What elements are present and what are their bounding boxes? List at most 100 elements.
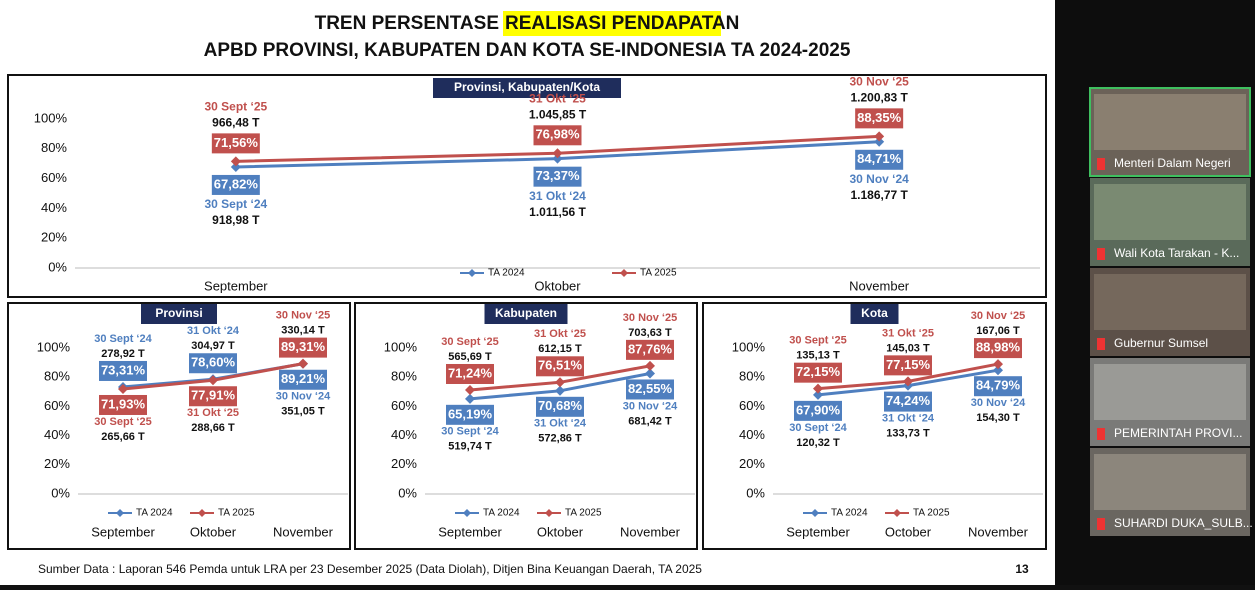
mic-off-icon [1097, 518, 1105, 530]
chart-frame [354, 302, 698, 550]
value-label-bg [536, 396, 584, 417]
value-label: 74,24% [886, 393, 931, 408]
value-label: 87,76% [628, 341, 673, 356]
value-label: 77,15% [886, 357, 931, 372]
x-tick-label: November [620, 524, 681, 539]
period-label: 31 Okt ‘24 [534, 418, 587, 430]
slide-title: TREN PERSENTASE [315, 13, 499, 34]
y-tick-label: 80% [739, 369, 765, 384]
amount-label: 612,15 T [538, 343, 582, 355]
legend-label: TA 2025 [913, 508, 950, 519]
x-tick-label: October [885, 524, 932, 539]
period-label: 30 Nov ‘24 [849, 172, 909, 186]
point-marker [552, 148, 563, 159]
legend-label: TA 2025 [640, 268, 677, 279]
period-label: 30 Sept ‘25 [204, 100, 267, 114]
value-label-bg [794, 362, 842, 383]
point-marker [552, 153, 563, 164]
chart-title: Kabupaten [495, 306, 557, 320]
period-label: 30 Nov ‘24 [971, 397, 1026, 409]
chart-frame [7, 74, 1047, 298]
y-tick-label: 60% [391, 398, 417, 413]
value-label: 78,60% [191, 355, 236, 370]
point-marker [555, 385, 565, 396]
period-label: 30 Sept ‘24 [94, 333, 152, 345]
legend-label: TA 2024 [488, 268, 525, 279]
value-label-bg [533, 166, 582, 187]
amount-label: 565,69 T [448, 351, 492, 363]
y-tick-label: 40% [739, 427, 765, 442]
value-label-bg [211, 174, 260, 195]
page-number: 13 [1015, 562, 1029, 576]
y-tick-label: 20% [41, 230, 67, 245]
y-tick-label: 0% [48, 259, 67, 274]
value-label: 77,91% [191, 388, 236, 403]
amount-label: 1.045,85 T [529, 107, 587, 121]
participant-name: Wali Kota Tarakan - K... [1114, 246, 1239, 260]
participant-name: PEMERINTAH PROVI... [1114, 426, 1242, 440]
y-tick-label: 0% [746, 485, 765, 500]
amount-label: 154,30 T [976, 412, 1020, 424]
period-label: 31 Okt ‘24 [187, 325, 240, 337]
amount-label: 1.186,77 T [850, 188, 908, 202]
point-marker [813, 389, 823, 400]
period-label: 30 Sept ‘24 [204, 197, 267, 211]
value-label: 72,15% [796, 364, 841, 379]
participant-scene [1094, 94, 1246, 150]
x-tick-label: November [273, 524, 334, 539]
participant-scene [1094, 364, 1246, 420]
period-label: 30 Nov ‘25 [849, 75, 909, 89]
value-label-bg [189, 353, 237, 374]
value-label-bg [855, 149, 904, 170]
value-label: 84,79% [976, 378, 1021, 393]
point-marker [874, 131, 885, 142]
amount-label: 918,98 T [212, 213, 260, 227]
amount-label: 1.200,83 T [850, 91, 908, 105]
amount-label: 572,86 T [538, 433, 582, 445]
point-marker [230, 161, 241, 172]
point-marker [645, 368, 655, 379]
legend-marker [620, 269, 628, 277]
amount-label: 519,74 T [448, 441, 492, 453]
amount-label: 135,13 T [796, 350, 840, 362]
value-label-bg [446, 363, 494, 384]
mic-off-icon [1097, 338, 1105, 350]
chart-title: Provinsi [155, 306, 202, 320]
point-marker [645, 360, 655, 371]
legend-label: TA 2025 [565, 508, 602, 519]
value-label: 73,31% [101, 362, 146, 377]
participant-scene [1094, 454, 1246, 510]
point-marker [903, 376, 913, 387]
point-marker [208, 375, 218, 386]
y-tick-label: 80% [41, 140, 67, 155]
value-label-bg [884, 391, 932, 412]
legend-marker [198, 509, 206, 517]
y-tick-label: 80% [44, 369, 70, 384]
value-label: 82,55% [628, 381, 673, 396]
value-label-bg [884, 355, 932, 376]
value-label: 71,24% [448, 365, 493, 380]
y-tick-label: 20% [391, 456, 417, 471]
chart-title: Provinsi, Kabupaten/Kota [454, 80, 600, 94]
chart-frame [702, 302, 1047, 550]
point-marker [230, 156, 241, 167]
period-label: 30 Sept ‘25 [789, 335, 846, 347]
period-label: 30 Sept ‘24 [789, 422, 847, 434]
period-label: 30 Nov ‘25 [971, 310, 1025, 322]
y-tick-label: 60% [739, 398, 765, 413]
y-tick-label: 40% [391, 427, 417, 442]
y-tick-label: 100% [384, 339, 418, 354]
value-label: 71,56% [214, 135, 259, 150]
point-marker [813, 383, 823, 394]
y-tick-label: 0% [51, 485, 70, 500]
y-tick-label: 100% [37, 339, 71, 354]
amount-label: 120,32 T [796, 437, 840, 449]
period-label: 31 Okt ‘24 [529, 189, 586, 203]
slide-subtitle: APBD PROVINSI, KABUPATEN DAN KOTA SE-IND… [204, 40, 851, 61]
chart-title: Kota [861, 306, 888, 320]
point-marker [874, 136, 885, 147]
y-tick-label: 0% [398, 485, 417, 500]
period-label: 30 Nov ‘25 [276, 310, 330, 322]
amount-label: 278,92 T [101, 348, 145, 360]
